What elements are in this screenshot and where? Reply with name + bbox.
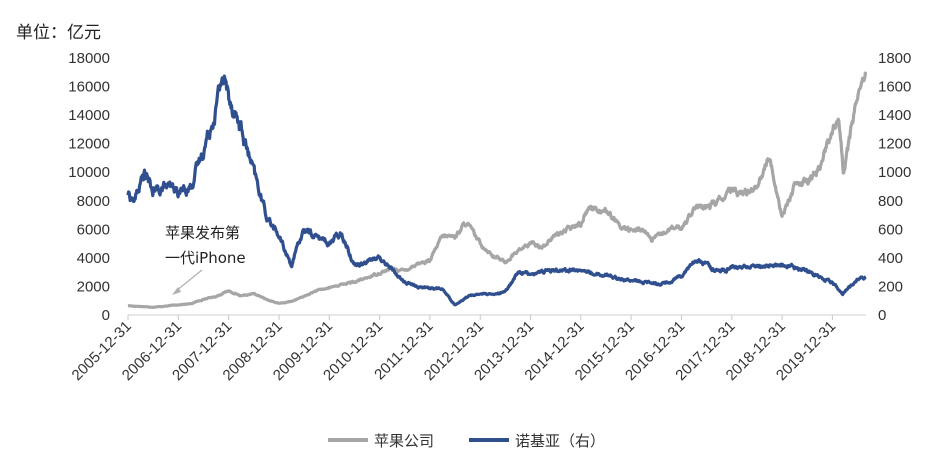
- right-tick-label: 1600: [878, 79, 911, 96]
- left-tick-label: 18000: [68, 50, 110, 67]
- y-unit-label: 单位：亿元: [16, 23, 101, 43]
- right-axis: 0 200 400 600 800 1000 1200 1400 1600 1800: [878, 50, 911, 324]
- left-tick-label: 4000: [77, 250, 110, 267]
- left-tick-label: 8000: [77, 193, 110, 210]
- right-tick-label: 400: [878, 250, 903, 267]
- left-tick-label: 10000: [68, 164, 110, 181]
- annotation: 苹果发布第 一代iPhone: [165, 224, 246, 295]
- annotation-line-2: 一代iPhone: [165, 249, 246, 267]
- right-tick-label: 600: [878, 221, 903, 238]
- left-tick-label: 0: [102, 307, 110, 324]
- left-tick-label: 2000: [77, 278, 110, 295]
- left-tick-label: 14000: [68, 107, 110, 124]
- left-axis: 0 2000 4000 6000 8000 10000 12000 14000 16000 180…: [68, 50, 110, 324]
- series-layer: [126, 71, 868, 309]
- legend-label-apple: 苹果公司: [374, 432, 434, 450]
- annotation-line-1: 苹果发布第: [165, 224, 240, 242]
- left-tick-label: 6000: [77, 221, 110, 238]
- legend-label-nokia: 诺基亚（右）: [515, 432, 605, 450]
- legend: 苹果公司 诺基亚（右）: [328, 432, 605, 450]
- right-tick-label: 1400: [878, 107, 911, 124]
- right-tick-label: 1200: [878, 136, 911, 153]
- right-tick-label: 1000: [878, 164, 911, 181]
- left-tick-label: 16000: [68, 79, 110, 96]
- right-tick-label: 1800: [878, 50, 911, 67]
- series-line-apple: [127, 71, 868, 309]
- annotation-arrowhead: [172, 287, 181, 295]
- annotation-arrow: [175, 269, 203, 292]
- left-tick-label: 12000: [68, 136, 110, 153]
- series-line-nokia: [126, 74, 867, 307]
- right-tick-label: 200: [878, 278, 903, 295]
- x-axis: 2005-12-312006-12-312007-12-312008-12-31…: [69, 315, 839, 384]
- right-tick-label: 800: [878, 193, 903, 210]
- right-tick-label: 0: [878, 307, 886, 324]
